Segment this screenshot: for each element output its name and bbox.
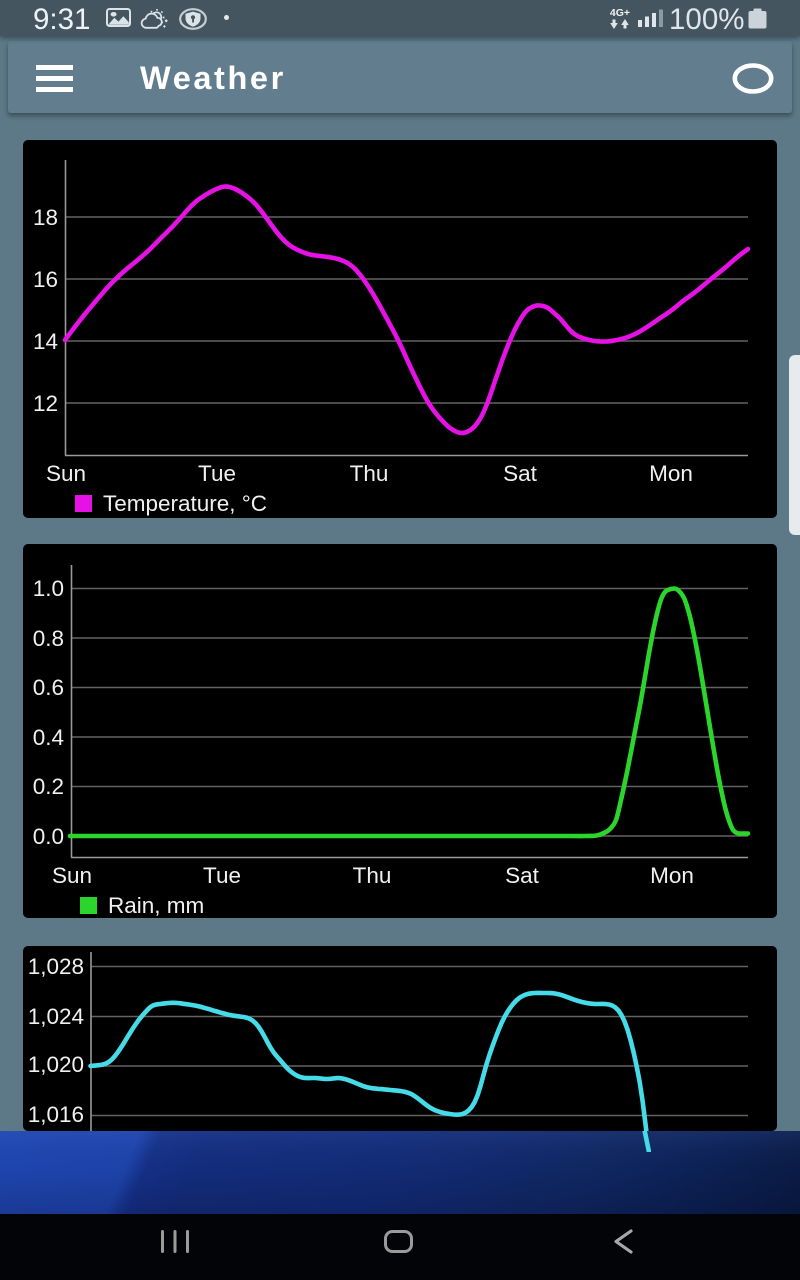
svg-text:Sat: Sat <box>503 461 538 486</box>
svg-text:0.6: 0.6 <box>33 675 64 700</box>
svg-text:Mon: Mon <box>649 461 693 486</box>
svg-text:Tue: Tue <box>198 461 236 486</box>
svg-text:Rain, mm: Rain, mm <box>108 893 204 918</box>
svg-text:1,016: 1,016 <box>28 1102 84 1127</box>
svg-text:Mon: Mon <box>650 863 694 888</box>
svg-text:0.0: 0.0 <box>33 824 64 849</box>
svg-text:1,024: 1,024 <box>28 1004 84 1029</box>
svg-text:Thu: Thu <box>350 461 389 486</box>
svg-text:Sat: Sat <box>505 863 540 888</box>
svg-text:4G+: 4G+ <box>610 7 630 19</box>
svg-text:Thu: Thu <box>353 863 392 888</box>
svg-text:Sun: Sun <box>52 863 92 888</box>
svg-text:0.2: 0.2 <box>33 774 64 799</box>
svg-text:Tue: Tue <box>203 863 241 888</box>
svg-text:Temperature, °C: Temperature, °C <box>103 491 267 516</box>
svg-text:16: 16 <box>33 267 58 292</box>
svg-text:18: 18 <box>33 205 58 230</box>
svg-text:14: 14 <box>33 329 58 354</box>
svg-text:Sun: Sun <box>46 461 86 486</box>
svg-text:1,020: 1,020 <box>28 1052 84 1077</box>
svg-text:1.0: 1.0 <box>33 576 64 601</box>
svg-text:1,028: 1,028 <box>28 954 84 979</box>
svg-text:12: 12 <box>33 391 58 416</box>
svg-text:0.8: 0.8 <box>33 626 64 651</box>
svg-text:0.4: 0.4 <box>33 725 64 750</box>
